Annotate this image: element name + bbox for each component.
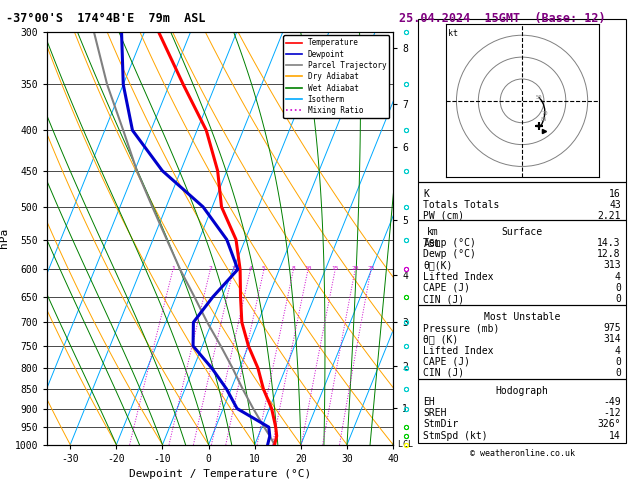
Text: 2.21: 2.21 (598, 211, 621, 221)
Text: 50: 50 (536, 95, 543, 100)
Text: 8: 8 (291, 265, 295, 271)
Text: 5: 5 (262, 265, 265, 271)
X-axis label: Dewpoint / Temperature (°C): Dewpoint / Temperature (°C) (129, 469, 311, 479)
Text: StmDir: StmDir (423, 419, 459, 430)
Text: 2: 2 (208, 265, 212, 271)
Text: Most Unstable: Most Unstable (484, 312, 560, 322)
Y-axis label: km
ASL: km ASL (424, 227, 442, 249)
Text: EH: EH (423, 397, 435, 407)
Text: -12: -12 (603, 408, 621, 418)
Text: CAPE (J): CAPE (J) (423, 357, 470, 367)
Text: SREH: SREH (423, 408, 447, 418)
Text: PW (cm): PW (cm) (423, 211, 464, 221)
Text: 1: 1 (171, 265, 175, 271)
Text: 20: 20 (351, 265, 359, 271)
Y-axis label: hPa: hPa (0, 228, 9, 248)
Text: Lifted Index: Lifted Index (423, 272, 494, 282)
Text: 326°: 326° (598, 419, 621, 430)
Text: 85: 85 (540, 117, 547, 122)
Text: CIN (J): CIN (J) (423, 294, 464, 304)
Text: θᴇ(K): θᴇ(K) (423, 260, 453, 271)
Text: 0: 0 (615, 294, 621, 304)
Text: 92: 92 (536, 124, 542, 129)
Text: Dewp (°C): Dewp (°C) (423, 249, 476, 260)
Text: 43: 43 (609, 200, 621, 210)
Text: Surface: Surface (501, 227, 543, 237)
Text: CIN (J): CIN (J) (423, 368, 464, 378)
Text: 70: 70 (542, 111, 548, 117)
Text: 4: 4 (615, 346, 621, 356)
Text: kt: kt (448, 29, 458, 38)
Text: Hodograph: Hodograph (496, 386, 548, 396)
Text: 314: 314 (603, 334, 621, 345)
Text: -37°00'S  174°4B'E  79m  ASL: -37°00'S 174°4B'E 79m ASL (6, 12, 206, 25)
Text: 12.8: 12.8 (598, 249, 621, 260)
Text: CAPE (J): CAPE (J) (423, 283, 470, 293)
Text: 16: 16 (609, 189, 621, 199)
Text: 0: 0 (615, 368, 621, 378)
Text: 0: 0 (615, 283, 621, 293)
Text: 4: 4 (248, 265, 252, 271)
Text: 3: 3 (231, 265, 235, 271)
Text: 14.3: 14.3 (598, 238, 621, 248)
Text: Pressure (mb): Pressure (mb) (423, 323, 499, 333)
Text: 4: 4 (615, 272, 621, 282)
Text: StmSpd (kt): StmSpd (kt) (423, 431, 488, 441)
Legend: Temperature, Dewpoint, Parcel Trajectory, Dry Adiabat, Wet Adiabat, Isotherm, Mi: Temperature, Dewpoint, Parcel Trajectory… (283, 35, 389, 118)
Text: 25: 25 (367, 265, 374, 271)
Text: Totals Totals: Totals Totals (423, 200, 499, 210)
Text: 15: 15 (331, 265, 339, 271)
Text: -49: -49 (603, 397, 621, 407)
Text: Temp (°C): Temp (°C) (423, 238, 476, 248)
Text: 975: 975 (603, 323, 621, 333)
Text: 25.04.2024  15GMT  (Base: 12): 25.04.2024 15GMT (Base: 12) (399, 12, 606, 25)
Text: K: K (423, 189, 429, 199)
Text: 14: 14 (609, 431, 621, 441)
Text: Lifted Index: Lifted Index (423, 346, 494, 356)
Text: θᴇ (K): θᴇ (K) (423, 334, 459, 345)
Text: © weatheronline.co.uk: © weatheronline.co.uk (470, 449, 574, 458)
Text: 0: 0 (615, 357, 621, 367)
Text: 10: 10 (304, 265, 311, 271)
Text: 313: 313 (603, 260, 621, 271)
Text: LCL: LCL (393, 440, 413, 449)
